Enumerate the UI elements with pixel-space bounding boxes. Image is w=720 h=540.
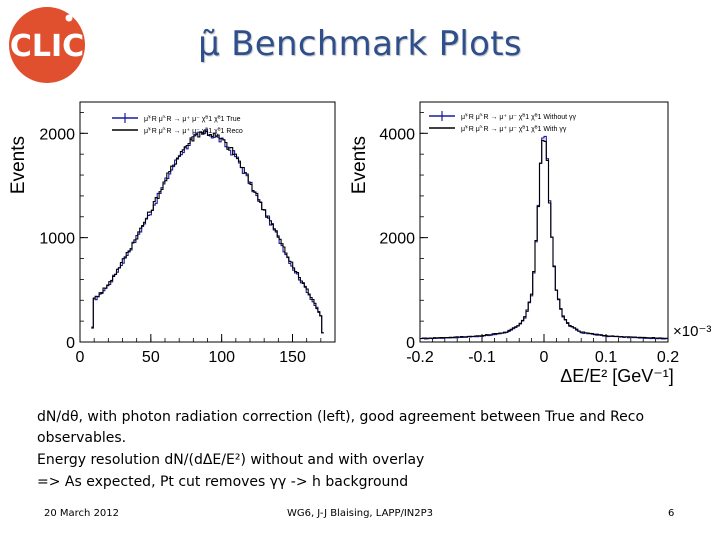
legend-entry: μ̃⁺R μ̃⁻R → μ⁺ μ⁻ χ̃⁰1 χ̃⁰1 Without γγ bbox=[461, 113, 577, 121]
y-tick-label: 0 bbox=[406, 335, 415, 352]
series-reco bbox=[91, 130, 324, 334]
caption-line-1: dN/dθ, with photon radiation correction … bbox=[37, 409, 645, 425]
caption-line-2: observables. bbox=[37, 430, 127, 446]
series-true bbox=[91, 129, 324, 334]
logo-text: CLIC bbox=[10, 29, 84, 64]
x-tick-label: 0.2 bbox=[657, 349, 679, 366]
footer-author: WG6, J-J Blaising, LAPP/IN2P3 bbox=[286, 508, 434, 519]
y-tick-label: 2000 bbox=[39, 126, 75, 143]
legend-entry: μ̃⁺R μ̃⁻R → μ⁺ μ⁻ χ̃⁰1 χ̃⁰1 Reco bbox=[144, 127, 243, 135]
caption-line-3: Energy resolution dN/(dΔE/E²) without an… bbox=[37, 452, 425, 468]
x-tick-label: -0.2 bbox=[406, 349, 434, 366]
x-tick-label: -0.1 bbox=[468, 349, 496, 366]
footer-date: 20 March 2012 bbox=[44, 508, 120, 519]
legend-entry: μ̃⁺R μ̃⁻R → μ⁺ μ⁻ χ̃⁰1 χ̃⁰1 True bbox=[144, 115, 241, 123]
y-tick-label: 1000 bbox=[39, 231, 75, 248]
legend-entry: μ̃⁺R μ̃⁻R → μ⁺ μ⁻ χ̃⁰1 χ̃⁰1 With γγ bbox=[461, 125, 567, 133]
x-axis-label: ΔE/E² [GeV⁻¹] bbox=[560, 366, 674, 386]
x-tick-label: 100 bbox=[208, 349, 235, 366]
page-number: 6 bbox=[668, 508, 675, 519]
chart-right: 0 2000 4000 -0.2 -0.1 0 0.1 0.2 Events μ̃⁺R μ̃⁻R … bbox=[349, 101, 711, 386]
slide-title: μ̃ Benchmark Plots bbox=[198, 24, 522, 64]
series-with- bbox=[420, 139, 668, 340]
clic-logo: CLIC bbox=[6, 4, 88, 86]
x-tick-label: 0 bbox=[76, 349, 85, 366]
plot-frame bbox=[79, 101, 336, 343]
y-tick-label: 0 bbox=[66, 335, 75, 352]
chart-left: 0 1000 2000 0 50 100 150 Events μ̃⁺R μ̃⁻R → μ⁺ μ… bbox=[8, 101, 336, 366]
series-without- bbox=[420, 135, 668, 340]
y-tick-label: 4000 bbox=[379, 126, 415, 143]
y-tick-label: 2000 bbox=[379, 231, 415, 248]
y-axis-label: Events bbox=[8, 136, 29, 194]
y-axis-label: Events bbox=[349, 136, 370, 194]
x-tick-label: 150 bbox=[279, 349, 306, 366]
caption-line-4: => As expected, Pt cut removes γγ -> h b… bbox=[37, 474, 409, 490]
x-tick-label: 0.1 bbox=[595, 349, 617, 366]
x-tick-label: 0 bbox=[540, 349, 549, 366]
x-scale-label: ×10⁻³ bbox=[673, 323, 711, 340]
x-tick-label: 50 bbox=[142, 349, 160, 366]
